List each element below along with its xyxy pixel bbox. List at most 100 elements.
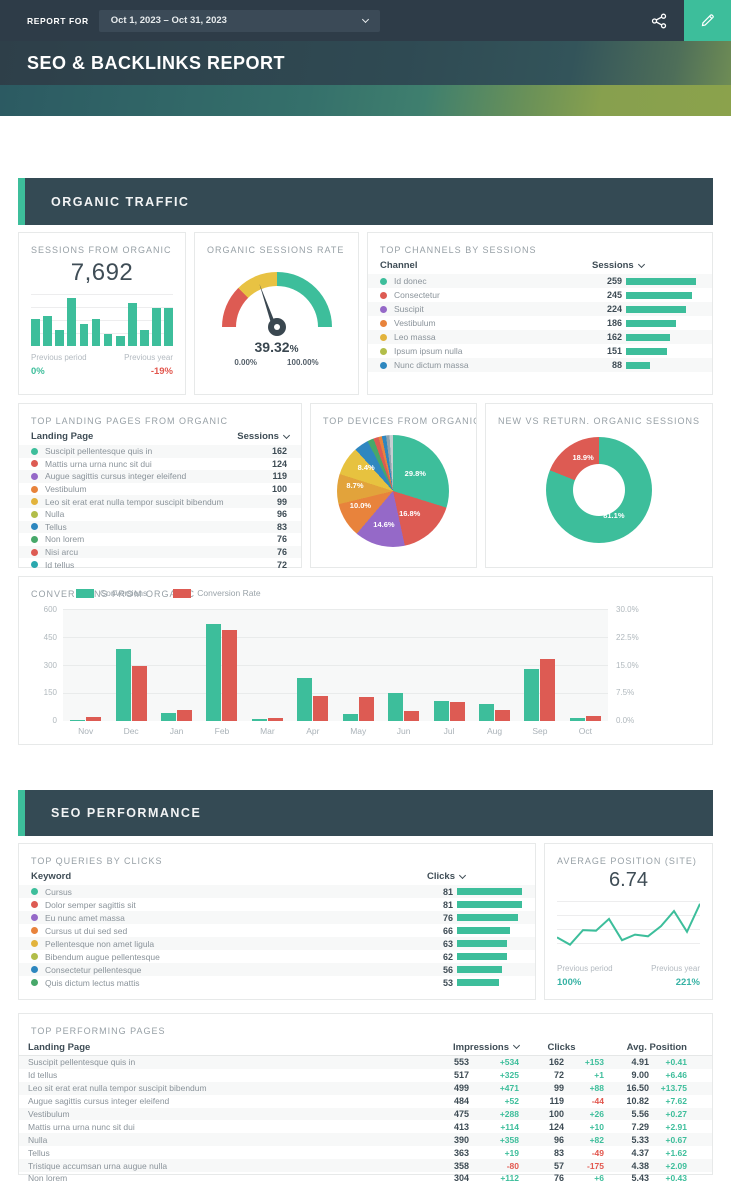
column-header-sessions-sort[interactable]: Sessions — [237, 431, 291, 442]
color-dot — [31, 523, 38, 531]
sessions-total-value: 7,692 — [70, 259, 134, 286]
previous-period-value: 0% — [31, 366, 45, 377]
table-row: Consectetur pellentesque 56 — [19, 963, 535, 976]
gauge-max-label: 100.00% — [287, 358, 319, 367]
panel-title: CONVERSIONS FROM ORGANIC — [31, 589, 196, 599]
column-header-sessions-sort[interactable]: Sessions — [592, 260, 700, 271]
pie-slice-label: 8.7% — [346, 480, 364, 490]
color-dot — [31, 979, 38, 986]
color-dot — [31, 548, 38, 556]
previous-year-value: 221% — [675, 977, 700, 988]
pages-table-header: Landing Page Impressions Clicks Avg. Pos… — [19, 1039, 712, 1056]
table-row: Leo sit erat erat nulla tempor suscipit … — [19, 495, 301, 508]
date-range-value: Oct 1, 2023 – Oct 31, 2023 — [110, 15, 227, 26]
panel-sessions-from-organic: SESSIONS FROM ORGANIC 7,692 Previous per… — [18, 232, 186, 395]
pie-slice-label: 10.0% — [349, 501, 372, 511]
color-dot — [31, 901, 38, 908]
legend-swatch — [76, 588, 94, 598]
gauge-knob — [267, 318, 286, 336]
pie-slice-label: 14.6% — [373, 520, 395, 530]
color-dot — [380, 347, 387, 355]
table-row: Tellus 363 +19 83 -49 4.37 +1.62 — [28, 1147, 687, 1158]
table-row: Augue sagittis cursus integer eleifend 11… — [19, 470, 301, 483]
table-row: Vestibulum 100 — [19, 483, 301, 496]
color-dot — [31, 966, 38, 973]
gauge-value: 39.32% — [254, 339, 299, 355]
table-row: Id tellus 517 +325 72 +1 9.00 +6.46 — [28, 1070, 687, 1081]
table-row: Cursus ut dui sed sed 66 — [19, 924, 535, 937]
table-row: Non lorem 304 +112 76 +6 5.43 +0.43 — [28, 1173, 687, 1181]
color-dot — [31, 561, 38, 569]
chevron-down-icon — [458, 871, 467, 879]
panel-title: AVERAGE POSITION (SITE) — [557, 856, 697, 866]
panel-title: NEW VS RETURN. ORGANIC SESSIONS — [497, 416, 700, 426]
color-dot — [31, 953, 38, 960]
table-row: Nunc dictum massa 88 — [368, 358, 712, 372]
column-header-clicks: Clicks — [547, 1041, 576, 1053]
panel-title: TOP DEVICES FROM ORGANIC — [322, 416, 476, 426]
previous-year-value: -19% — [150, 366, 173, 377]
table-row: Leo massa 162 — [368, 330, 712, 344]
x-axis-months: Nov Dec Jan Feb Mar Apr May Jun Jul Aug Sep Oct — [78, 726, 592, 736]
gauge-chart — [221, 272, 332, 336]
table-row: Nulla 96 — [19, 508, 301, 521]
report-header: SEO & BACKLINKS REPORT — [0, 41, 731, 116]
table-row: Tellus 83 — [19, 520, 301, 534]
share-button[interactable] — [643, 0, 675, 41]
table-row: Eu nunc amet massa 76 — [19, 911, 535, 924]
previous-year-stat: Previous year 221% — [651, 964, 700, 988]
color-dot — [380, 277, 387, 285]
table-row: Nulla 390 +358 96 +82 5.33 +0.67 — [19, 1133, 712, 1147]
section-header-organic-traffic: ORGANIC TRAFFIC — [18, 178, 713, 225]
conversions-bar-chart — [63, 609, 608, 721]
table-row: Nisi arcu 76 — [19, 545, 301, 559]
panel-top-performing-pages: TOP PERFORMING PAGES Landing Page Impres… — [18, 1013, 713, 1181]
y-axis-left: 600 450 300 150 0 — [43, 605, 57, 725]
decorative-band — [0, 85, 731, 116]
devices-pie-chart: 29.8% 16.8% 14.6% 10.0% 8.7% 8.4% — [337, 435, 450, 547]
share-icon — [651, 13, 667, 28]
panel-top-landing-pages: TOP LANDING PAGES FROM ORGANIC Landing P… — [18, 403, 302, 570]
color-dot — [380, 361, 387, 369]
page-title: SEO & BACKLINKS REPORT — [27, 52, 286, 73]
color-dot — [31, 888, 38, 895]
legend-swatch — [173, 588, 192, 598]
column-header-landing-page: Landing Page — [28, 1041, 91, 1053]
panel-title: TOP LANDING PAGES FROM ORGANIC — [31, 416, 229, 426]
gauge-min-label: 0.00% — [234, 358, 258, 367]
color-dot — [380, 319, 387, 327]
panel-title: TOP PERFORMING PAGES — [31, 1026, 166, 1036]
color-dot — [31, 535, 38, 543]
pie-slice-label: 8.4% — [357, 463, 375, 472]
date-range-dropdown[interactable]: Oct 1, 2023 – Oct 31, 2023 — [98, 9, 380, 32]
color-dot — [31, 485, 38, 493]
column-header-impressions-sort[interactable]: Impressions — [424, 1042, 521, 1053]
column-header-landing-page: Landing Page — [31, 431, 94, 442]
section-title: ORGANIC TRAFFIC — [51, 194, 190, 209]
panel-organic-sessions-rate: ORGANIC SESSIONS RATE 39.32% 0.00% 100.0… — [194, 232, 359, 395]
title-strip: SEO & BACKLINKS REPORT — [0, 41, 731, 85]
pencil-icon — [701, 14, 714, 27]
column-header-keyword: Keyword — [31, 871, 72, 882]
column-header-avg-position: Avg. Position — [626, 1041, 687, 1053]
color-dot — [380, 305, 387, 313]
color-dot — [31, 914, 38, 921]
report-for-label: REPORT FOR — [27, 15, 89, 26]
edit-report-button[interactable] — [684, 0, 731, 41]
column-header-clicks-sort[interactable]: Clicks — [427, 871, 523, 882]
color-dot — [380, 291, 387, 299]
table-row: Mattis urna urna nunc sit dui 413 +114 124 +… — [28, 1121, 687, 1132]
color-dot — [31, 447, 38, 455]
color-dot — [31, 940, 38, 947]
donut-slice-label: 81.1% — [603, 511, 625, 521]
table-row: Suscipit pellentesque quis in 162 — [19, 445, 301, 458]
sessions-mini-bar-chart — [31, 294, 173, 346]
channels-list: Id donec 259 Consectetur 245 Suscipit 224 V… — [368, 274, 712, 372]
color-dot — [31, 927, 38, 934]
color-dot — [31, 510, 38, 518]
previous-period-stat: Previous period 100% — [557, 964, 613, 988]
table-row: Cursus 81 — [19, 885, 535, 898]
table-row: Vestibulum 186 — [368, 316, 712, 330]
panel-title: TOP QUERIES BY CLICKS — [31, 856, 163, 866]
